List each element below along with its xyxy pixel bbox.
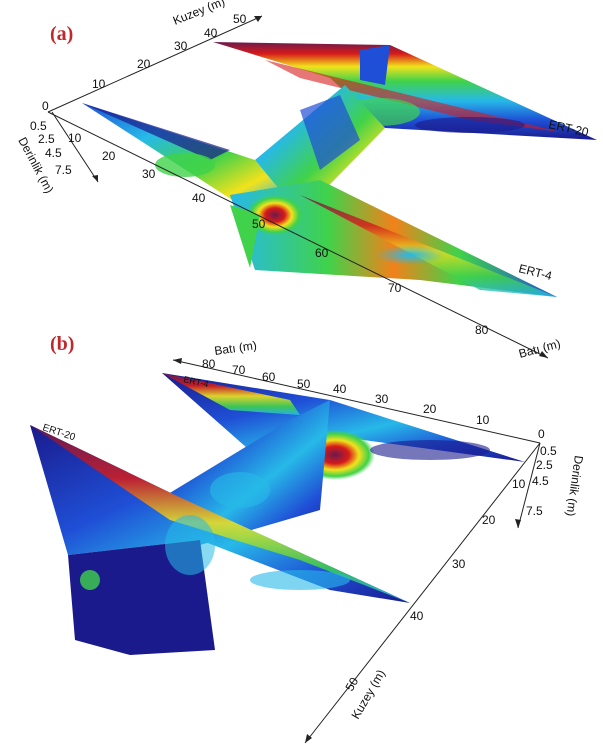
east-tick-a-70: 70: [388, 281, 402, 295]
depth-tick-a-05: 0.5: [30, 119, 47, 133]
north-axis-title-b: Kuzey (m): [348, 667, 387, 721]
east-axis-title-b: Batı (m): [213, 338, 257, 358]
panel-b-label: (b): [50, 333, 74, 355]
east-tick-b-60: 60: [262, 370, 276, 384]
north-axis-b: [304, 442, 541, 744]
depth-axis-a: [51, 111, 99, 183]
panel-a-label: (a): [50, 23, 73, 45]
ert20-section-b: [30, 425, 410, 655]
north-tick-b-20: 20: [482, 513, 496, 527]
north-tick-a-40: 40: [204, 26, 218, 40]
north-axis-a: [47, 15, 263, 113]
depth-tick-a-25: 2.5: [38, 132, 55, 146]
north-tick-b-10: 10: [512, 477, 526, 491]
profile-label-a-ert4: ERT-4: [517, 261, 553, 283]
panel-a: (a): [15, 0, 597, 361]
east-tick-a-30: 30: [142, 167, 156, 181]
depth-tick-b-25: 2.5: [536, 458, 553, 472]
east-tick-b-30: 30: [375, 392, 389, 406]
east-axis-b: [172, 359, 541, 444]
depth-tick-b-0: 0: [538, 427, 545, 441]
east-tick-b-80: 80: [202, 357, 216, 371]
east-axis-a: [47, 111, 549, 359]
connector-section-a: [255, 85, 385, 215]
east-tick-b-20: 20: [423, 402, 437, 416]
east-tick-a-20: 20: [102, 149, 116, 163]
north-tick-a-20: 20: [137, 57, 151, 71]
north-tick-a-30: 30: [174, 39, 188, 53]
east-tick-a-60: 60: [315, 246, 329, 260]
east-tick-a-40: 40: [192, 191, 206, 205]
north-axis-title-a: Kuzey (m): [171, 0, 227, 28]
north-tick-b-40: 40: [410, 609, 424, 623]
north-tick-b-30: 30: [452, 557, 466, 571]
east-tick-b-70: 70: [232, 363, 246, 377]
north-tick-a-10: 10: [92, 77, 106, 91]
depth-axis-title-b: Derinlik (m): [563, 455, 585, 518]
ert4-section-a: [230, 180, 557, 297]
depth-tick-a-75: 7.5: [55, 163, 72, 177]
east-tick-a-80: 80: [475, 323, 489, 337]
left-wing-a: [82, 103, 300, 215]
north-tick-a-50: 50: [233, 12, 247, 26]
depth-tick-b-45: 4.5: [532, 474, 549, 488]
east-axis-title-a: Batı (m): [517, 336, 562, 361]
depth-tick-a-0: 0: [42, 99, 49, 113]
panel-b: (b) Batı: [30, 333, 586, 744]
east-tick-b-10: 10: [476, 413, 490, 427]
depth-tick-a-45: 4.5: [45, 146, 62, 160]
east-tick-a-50: 50: [252, 217, 266, 231]
east-tick-b-40: 40: [333, 382, 347, 396]
east-tick-a-10: 10: [68, 131, 82, 145]
depth-tick-b-05: 0.5: [540, 444, 557, 458]
north-tick-b-50: 50: [342, 675, 361, 694]
east-tick-b-50: 50: [297, 377, 311, 391]
depth-tick-b-75: 7.5: [526, 504, 543, 518]
ert20-section-a: [213, 42, 597, 140]
depth-axis-b: [517, 442, 541, 529]
